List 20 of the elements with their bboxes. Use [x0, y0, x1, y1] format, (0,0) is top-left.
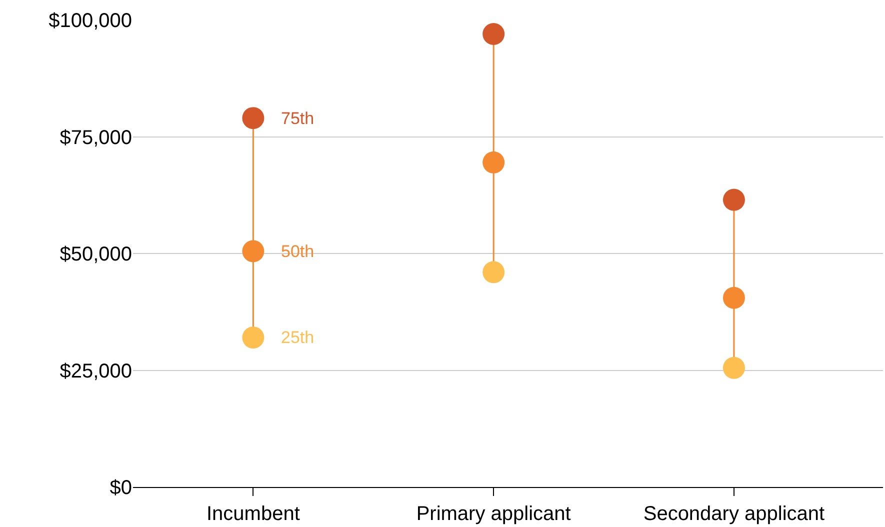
- point: [722, 286, 745, 309]
- point: [242, 326, 264, 349]
- y-tick-label: $100,000: [48, 10, 132, 32]
- y-tick-label: $75,000: [60, 126, 132, 149]
- point: [242, 107, 264, 130]
- point: [482, 23, 505, 45]
- series-label: 50th: [281, 242, 314, 261]
- x-tick-label: Secondary applicant: [643, 503, 826, 525]
- x-tick-label: Incumbent: [206, 503, 300, 525]
- x-tick-label: Primary applicant: [416, 503, 572, 525]
- series-label: 75th: [281, 109, 314, 128]
- point: [242, 240, 264, 262]
- series-label: 25th: [281, 328, 314, 347]
- point: [722, 356, 745, 379]
- point: [722, 188, 745, 211]
- y-tick-label: $25,000: [60, 360, 132, 382]
- y-tick-label: $0: [110, 477, 132, 499]
- point: [482, 151, 505, 174]
- point: [482, 261, 505, 284]
- y-tick-label: $50,000: [60, 244, 132, 266]
